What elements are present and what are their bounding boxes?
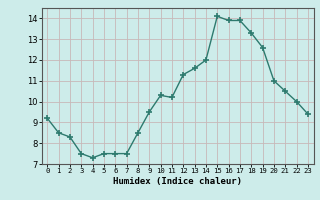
X-axis label: Humidex (Indice chaleur): Humidex (Indice chaleur) xyxy=(113,177,242,186)
